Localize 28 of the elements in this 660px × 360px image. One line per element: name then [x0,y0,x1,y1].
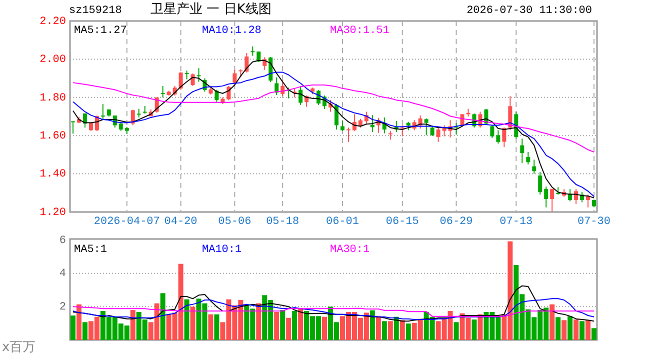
ytick: 2 [59,302,66,314]
legend: MA5:1.27 [74,24,127,37]
annotation: x百万 [2,340,36,355]
title: 卫星产业 一 日K线图 [150,2,272,17]
xtick: 07-30 [578,216,611,228]
legend: MA10:1.28 [202,24,262,37]
xtick: 06-15 [386,216,419,228]
ytick: 1.20 [40,206,66,219]
legend: MA10:1 [202,244,242,256]
xtick: 2026-04-07 [94,216,160,228]
xtick: 07-13 [500,216,533,228]
ytick: 2.00 [40,54,66,66]
legend: MA5:1 [74,244,108,256]
xtick: 06-29 [440,216,473,228]
ytick: 4 [59,268,66,280]
xtick: 05-06 [218,216,252,228]
ytick: 1.40 [40,168,66,181]
ytick: 2.20 [40,16,66,28]
xtick: 05-18 [266,216,300,228]
legend: MA30:1.51 [330,24,390,37]
annotation: 2026-07-30 11:30:00 [466,5,592,17]
ytick: 1.80 [40,92,66,104]
legend: MA30:1 [330,244,370,256]
ytick: 1.60 [40,130,66,142]
xtick: 06-01 [326,216,359,228]
xtick: 04-20 [164,216,198,228]
ytick: 6 [59,234,66,247]
annotation: sz159218 [69,5,122,17]
